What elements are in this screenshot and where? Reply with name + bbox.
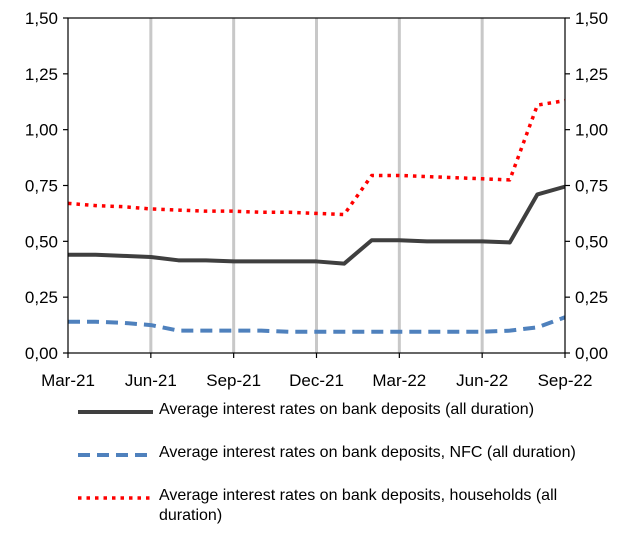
x-tick-label: Sep-22: [538, 371, 593, 390]
series-lines: [67, 98, 566, 334]
x-tick-label: Sep-21: [206, 371, 261, 390]
y-tick-label-left: 0,00: [25, 344, 58, 363]
axes: [63, 17, 570, 358]
tick-labels: 0,00 0,00 0,25 0,25 0,50 0,50 0,75 0,75 1,00 1,00…: [25, 9, 608, 390]
y-tick-label-left: 1,25: [25, 65, 58, 84]
dashed-line-swatch: [78, 453, 153, 457]
x-tick-label: Mar-22: [372, 371, 426, 390]
y-tick-label-right: 1,00: [575, 121, 608, 140]
legend-item-households: Average interest rates on bank deposits,…: [78, 486, 598, 526]
y-tick-label-right: 1,50: [575, 9, 608, 28]
solid-line-swatch: [78, 410, 153, 414]
x-tick-label: Dec-21: [289, 371, 344, 390]
legend-label-households: Average interest rates on bank deposits,…: [159, 487, 558, 524]
y-tick-label-right: 0,00: [575, 344, 608, 363]
dotted-line-swatch: [78, 496, 153, 500]
legend-item-all-duration: Average interest rates on bank deposits …: [78, 400, 598, 440]
x-tick-label: Mar-21: [41, 371, 95, 390]
legend: Average interest rates on bank deposits …: [78, 400, 598, 529]
series-line-1: [68, 184, 566, 266]
x-tick-label: Jun-22: [456, 371, 508, 390]
y-tick-label-left: 0,50: [25, 232, 58, 251]
gridlines: [149, 18, 484, 353]
y-tick-label-right: 0,75: [575, 177, 608, 196]
legend-label-nfc: Average interest rates on bank deposits,…: [159, 444, 576, 461]
series-line-2: [68, 315, 566, 334]
y-tick-label-right: 0,25: [575, 288, 608, 307]
y-tick-label-left: 1,50: [25, 9, 58, 28]
legend-item-nfc: Average interest rates on bank deposits,…: [78, 443, 598, 483]
y-tick-label-left: 1,00: [25, 121, 58, 140]
y-tick-label-right: 0,50: [575, 232, 608, 251]
series-line-3: [67, 98, 566, 217]
line-chart: 0,00 0,00 0,25 0,25 0,50 0,50 0,75 0,75 1,00 1,00…: [25, 9, 608, 390]
legend-label-all-duration: Average interest rates on bank deposits …: [159, 401, 535, 418]
y-tick-label-right: 1,25: [575, 65, 608, 84]
x-tick-label: Jun-21: [125, 371, 177, 390]
y-tick-label-left: 0,25: [25, 288, 58, 307]
y-tick-label-left: 0,75: [25, 177, 58, 196]
